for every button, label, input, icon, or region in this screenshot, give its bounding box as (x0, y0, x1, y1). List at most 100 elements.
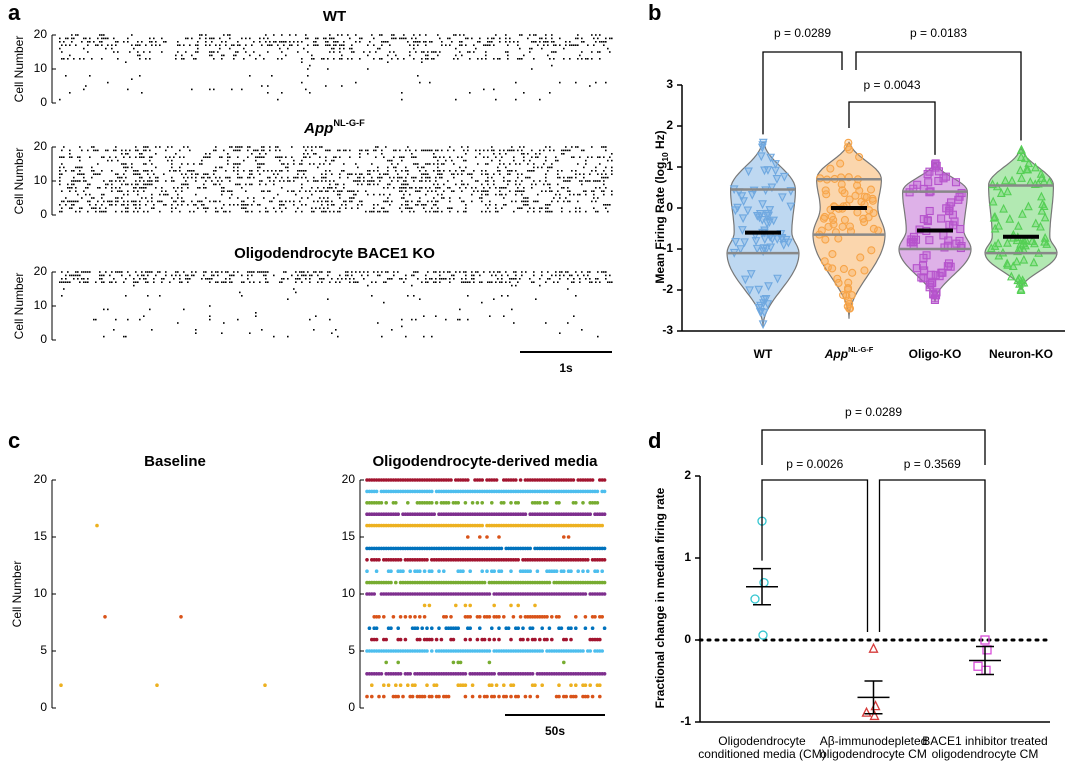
spike (61, 156, 63, 158)
spike (253, 281, 255, 283)
spike (195, 173, 197, 175)
point (752, 244, 762, 254)
spike (195, 176, 197, 179)
spike (185, 180, 187, 182)
spike (595, 170, 597, 172)
point (1031, 218, 1041, 228)
spike (337, 41, 339, 43)
spike (481, 58, 483, 60)
spike (573, 44, 575, 46)
point (1007, 175, 1017, 185)
spike (69, 207, 71, 209)
spike (419, 200, 421, 203)
spike (401, 176, 403, 179)
spike (259, 163, 261, 165)
spike (387, 200, 389, 203)
spike (313, 176, 315, 179)
spike (611, 37, 613, 40)
spike (263, 197, 265, 199)
spike (211, 37, 213, 40)
spike (381, 207, 383, 209)
spike (233, 54, 235, 57)
spike (473, 281, 475, 283)
spike (289, 41, 291, 43)
spike (491, 281, 493, 283)
spike (477, 41, 479, 43)
spike (229, 180, 231, 182)
spike (295, 210, 297, 213)
spike (295, 281, 297, 283)
spike (465, 44, 467, 46)
spike (415, 51, 417, 53)
spike (219, 44, 221, 46)
spike (445, 44, 447, 46)
spike (91, 58, 93, 60)
spike (305, 156, 307, 158)
spike (175, 271, 177, 273)
spike (537, 156, 539, 158)
point (746, 270, 756, 279)
spike (539, 207, 541, 209)
spike (431, 41, 433, 43)
spike (251, 170, 253, 172)
spike (259, 41, 261, 43)
spike (113, 278, 115, 280)
spike (405, 170, 407, 172)
spike (117, 173, 119, 175)
spike (221, 271, 223, 273)
spike (475, 149, 477, 152)
spike (199, 187, 201, 189)
spike (465, 187, 467, 189)
spike (63, 166, 65, 169)
spike (475, 156, 477, 158)
spike (557, 281, 559, 283)
spike (437, 193, 439, 196)
spike (309, 274, 311, 277)
spike (545, 180, 547, 182)
point (1031, 162, 1040, 172)
spike (401, 98, 403, 101)
spike (475, 501, 480, 505)
spike (389, 204, 391, 206)
spike (485, 180, 487, 182)
spike (507, 170, 509, 172)
spike (321, 200, 323, 203)
spike (301, 210, 303, 213)
spike (181, 200, 183, 203)
spike (393, 51, 395, 53)
spike (75, 200, 77, 203)
spike (511, 170, 513, 172)
spike (405, 207, 407, 209)
spike (125, 207, 127, 209)
spike (155, 44, 157, 46)
spike (295, 271, 297, 273)
spike (491, 176, 493, 179)
spike (565, 44, 567, 46)
spike (425, 41, 427, 43)
spike (77, 278, 79, 280)
spike (521, 190, 523, 192)
spike (501, 281, 503, 283)
spike (119, 187, 121, 189)
spike (353, 278, 355, 280)
spike (111, 180, 113, 182)
spike (569, 149, 571, 152)
spike (281, 58, 283, 60)
spike (327, 200, 329, 203)
spike (497, 170, 499, 172)
spike (529, 47, 531, 50)
spike (551, 166, 553, 169)
spike (123, 200, 125, 203)
spike (461, 200, 463, 203)
spike (469, 173, 471, 175)
raster-title: Oligodendrocyte BACE1 KO (234, 245, 435, 262)
spike (349, 156, 351, 158)
spike (481, 193, 483, 196)
spike (261, 44, 263, 46)
point (913, 180, 922, 189)
spike (91, 176, 93, 179)
spike (413, 58, 415, 60)
spike (237, 51, 239, 53)
spike (273, 34, 275, 36)
spike (379, 180, 381, 182)
